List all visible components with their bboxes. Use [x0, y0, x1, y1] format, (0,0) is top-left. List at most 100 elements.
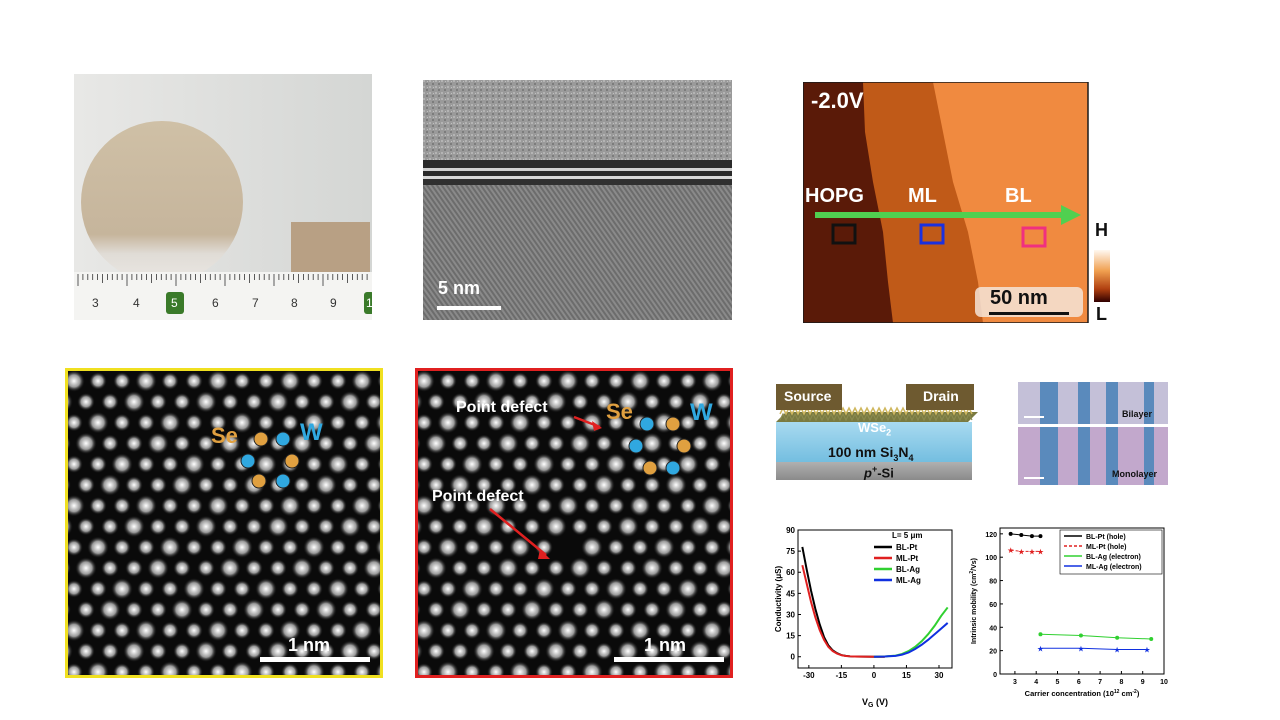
atom-column: [547, 434, 565, 453]
data-point: ★: [1018, 547, 1025, 556]
atom-column: [701, 371, 723, 392]
atom-column: [68, 436, 71, 451]
atom-column: [365, 392, 380, 411]
stem2-scale-bar: [614, 657, 724, 662]
atom-column: [219, 557, 241, 580]
atom-column: [665, 473, 687, 496]
atom-column: [511, 579, 529, 598]
atom-column: [427, 600, 445, 619]
plot-frame: [999, 527, 1165, 675]
legend-box: [1059, 529, 1163, 575]
atom-column: [365, 642, 380, 661]
atom-column: [641, 432, 663, 455]
atom-column: [279, 371, 301, 392]
se-atom: [665, 416, 681, 432]
legend-label: ML-Ag (electron): [1086, 564, 1142, 571]
atom-column: [77, 600, 95, 619]
atom-column: [231, 536, 253, 559]
atom-column: [159, 536, 181, 559]
atom-column: [679, 621, 697, 640]
atom-column: [171, 473, 193, 496]
atom-column: [487, 455, 505, 474]
atom-column: [655, 372, 673, 390]
se-atom: [284, 453, 300, 469]
atom-column: [317, 434, 335, 453]
atom-column: [499, 642, 517, 661]
atom-column: [691, 600, 709, 619]
atom-column: [535, 372, 553, 390]
atom-column: [509, 660, 531, 675]
atom-column: [231, 411, 253, 434]
atom-column: [257, 621, 275, 640]
data-point: [1149, 636, 1154, 641]
legend-label: BL-Ag (electron): [1086, 554, 1141, 561]
atom-column: [473, 515, 495, 538]
substrate-si: -Si: [877, 465, 894, 481]
atom-column: [245, 517, 263, 536]
atom-column: [679, 372, 697, 390]
atom-column: [631, 662, 649, 675]
atom-column: [329, 538, 347, 557]
se-label-2: Se: [606, 399, 633, 424]
atom-column: [111, 577, 133, 600]
atom-column: [257, 662, 275, 675]
atom-column: [559, 662, 577, 675]
atom-column: [101, 517, 119, 536]
atom-column: [569, 557, 591, 580]
atom-column: [653, 536, 675, 559]
atom-column: [147, 432, 169, 455]
atom-column: [547, 475, 565, 494]
stem-panel-1: Se W 1 nm: [65, 368, 383, 678]
atom-column: [643, 517, 661, 536]
atom-column: [195, 390, 217, 413]
source-label: Source: [784, 388, 832, 404]
se-atom: [251, 473, 267, 489]
atom-column: [475, 600, 493, 619]
atom-column: [449, 473, 471, 496]
stem2-scale-label: 1 nm: [644, 635, 687, 655]
atom-column: [607, 662, 625, 675]
atom-column: [269, 600, 287, 619]
atom-column: [427, 475, 445, 494]
atom-column: [87, 660, 109, 675]
atom-column: [113, 538, 131, 557]
atom-column: [68, 602, 71, 617]
y-tick-label: 100: [985, 555, 997, 562]
atom-column: [207, 494, 229, 517]
atom-column: [667, 392, 685, 411]
atom-column: [418, 413, 433, 432]
atom-column: [233, 621, 251, 640]
drain-label: Drain: [923, 388, 959, 404]
se-atom: [676, 438, 692, 454]
atom-column: [173, 392, 191, 411]
atom-column: [511, 496, 529, 515]
substrate-p: p: [864, 465, 872, 481]
atom-column: [715, 642, 730, 661]
x-tick-label: 9: [1141, 679, 1145, 686]
ruler-label-4: 4: [133, 296, 140, 310]
atom-column: [353, 662, 371, 675]
atom-column: [619, 475, 637, 494]
atom-column: [149, 517, 167, 536]
atom-column: [725, 413, 730, 432]
atom-column: [291, 432, 313, 455]
atom-column: [209, 455, 227, 474]
atom-column: [545, 390, 567, 413]
si3n4-sub-3: 3: [893, 452, 899, 463]
atom-column: [315, 598, 337, 621]
substrate-label: p+-Si: [864, 464, 894, 480]
legend-label: ML-Pt: [896, 554, 919, 563]
atom-column: [583, 579, 601, 598]
ml-box: [919, 223, 945, 245]
x-tick-label: -30: [803, 671, 815, 680]
w-label-2: W: [690, 399, 713, 426]
atom-column: [557, 494, 579, 517]
atom-column: [475, 475, 493, 494]
ruler-label-9: 9: [330, 296, 337, 310]
ruler-label-7: 7: [252, 296, 259, 310]
atom-column: [68, 494, 85, 517]
atom-column: [691, 475, 709, 494]
data-point: [1115, 635, 1120, 640]
source-electrode: [776, 384, 842, 410]
y-tick-label: 0: [993, 672, 997, 679]
